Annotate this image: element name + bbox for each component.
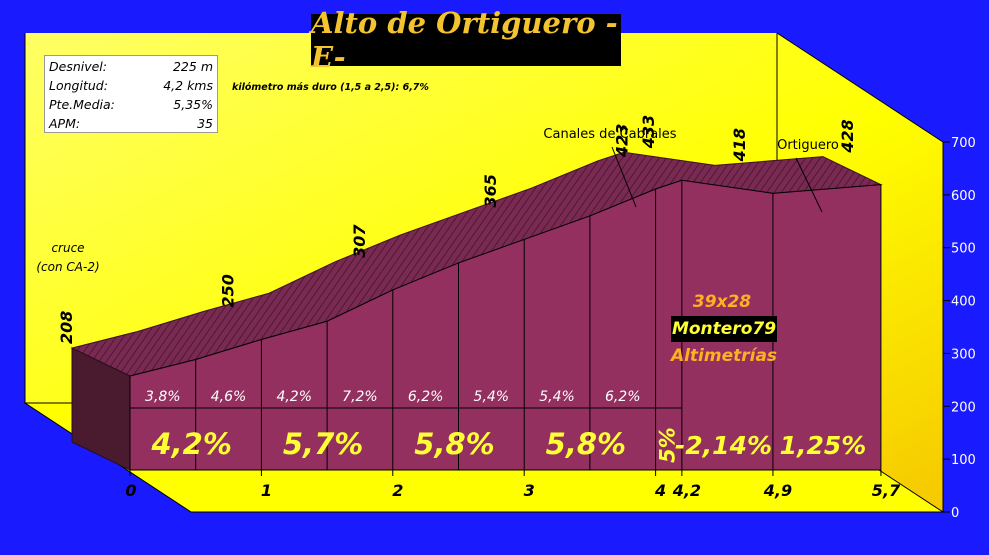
y-tick-label: 100 — [951, 453, 976, 468]
y-tick-label: 400 — [951, 295, 976, 310]
y-tick-label: 200 — [951, 400, 976, 415]
altitude-label: 428 — [838, 119, 857, 153]
segment-gradient-label: 5,8% — [546, 427, 626, 461]
chart-labels: 0 1 2 3 4 4,2 4,9 5,7 3,8% 4,6% 4,2% 7,2% 6,2% 5,4% 5,… — [36, 115, 901, 500]
info-label: Longitud: — [49, 78, 108, 93]
brand-name: Montero79 — [671, 319, 777, 339]
brand-subtitle: Altimetrías — [669, 346, 777, 366]
place-label: (con CA-2) — [36, 260, 99, 274]
info-label: APM: — [49, 116, 81, 131]
x-tick-label: 0 — [125, 481, 136, 500]
y-tick-label: 0 — [951, 506, 959, 521]
profile-body — [70, 151, 883, 476]
y-tick-label: 600 — [951, 189, 976, 204]
y-tick-label: 500 — [951, 242, 976, 257]
hardest-km-note: kilómetro más duro (1,5 a 2,5): 6,7% — [232, 82, 429, 93]
info-row-apm: APM: 35 — [49, 114, 213, 133]
info-value: 35 — [197, 116, 213, 131]
altitude-label: 307 — [350, 224, 369, 258]
half-km-gradient-label: 4,2% — [276, 389, 312, 405]
segment-gradient-label: -2,14% — [675, 431, 772, 460]
place-label: cruce — [51, 241, 84, 255]
title-box: Alto de Ortiguero -E- — [311, 6, 621, 74]
half-km-gradient-label: 3,8% — [145, 389, 181, 405]
half-km-gradient-label: 5,4% — [539, 389, 575, 405]
half-km-gradient-label: 6,2% — [605, 389, 641, 405]
y-axis: 0 100 200 300 400 500 600 700 — [943, 136, 976, 521]
brand-box: Montero79 — [671, 316, 777, 342]
altitude-label: 433 — [639, 115, 658, 149]
altitude-label: 208 — [57, 311, 76, 344]
half-km-gradient-label: 5,4% — [474, 389, 510, 405]
info-row-pendiente: Pte.Media: 5,35% — [49, 95, 213, 114]
altitude-label: 418 — [730, 128, 749, 162]
x-tick-label: 3 — [524, 481, 535, 500]
half-km-gradient-label: 6,2% — [408, 389, 444, 405]
altitude-label: 423 — [613, 124, 632, 158]
info-label: Desnivel: — [49, 59, 107, 74]
segment-gradient-label: 5% — [656, 427, 680, 463]
info-label: Pte.Media: — [49, 97, 115, 112]
info-value: 5,35% — [173, 97, 213, 112]
place-leader-line — [795, 157, 823, 213]
info-row-desnivel: Desnivel: 225 m — [49, 57, 213, 76]
place-label: Ortiguero — [777, 138, 839, 153]
x-tick-label: 4,2 — [672, 481, 701, 500]
place-label: Canales de Cabrales — [543, 127, 676, 142]
x-tick-label: 2 — [392, 481, 403, 500]
info-box: Desnivel: 225 m Longitud: 4,2 kms Pte.Medi… — [44, 55, 218, 133]
gear-label: 39x28 — [693, 292, 751, 312]
info-row-longitud: Longitud: 4,2 kms — [49, 76, 213, 95]
segment-gradient-label: 4,2% — [150, 427, 231, 461]
x-tick-label: 5,7 — [872, 481, 901, 500]
x-tick-label: 1 — [261, 481, 272, 500]
segment-gradient-label: 5,8% — [414, 427, 494, 461]
altitude-label: 365 — [481, 174, 500, 207]
y-tick-label: 300 — [951, 347, 976, 362]
info-value: 4,2 kms — [163, 78, 213, 93]
half-km-gradient-label: 4,6% — [211, 389, 247, 405]
chart-title: Alto de Ortiguero -E- — [311, 6, 618, 74]
place-leader-line — [611, 146, 637, 208]
half-km-gradient-label: 7,2% — [342, 389, 378, 405]
info-value: 225 m — [172, 59, 213, 74]
segment-gradient-label: 1,25% — [780, 431, 867, 460]
altitude-label: 250 — [218, 274, 237, 307]
segment-gradient-label: 5,7% — [283, 427, 363, 461]
x-tick-label: 4,9 — [763, 481, 792, 500]
y-tick-label: 700 — [951, 136, 976, 151]
x-tick-label: 4 — [654, 481, 666, 500]
